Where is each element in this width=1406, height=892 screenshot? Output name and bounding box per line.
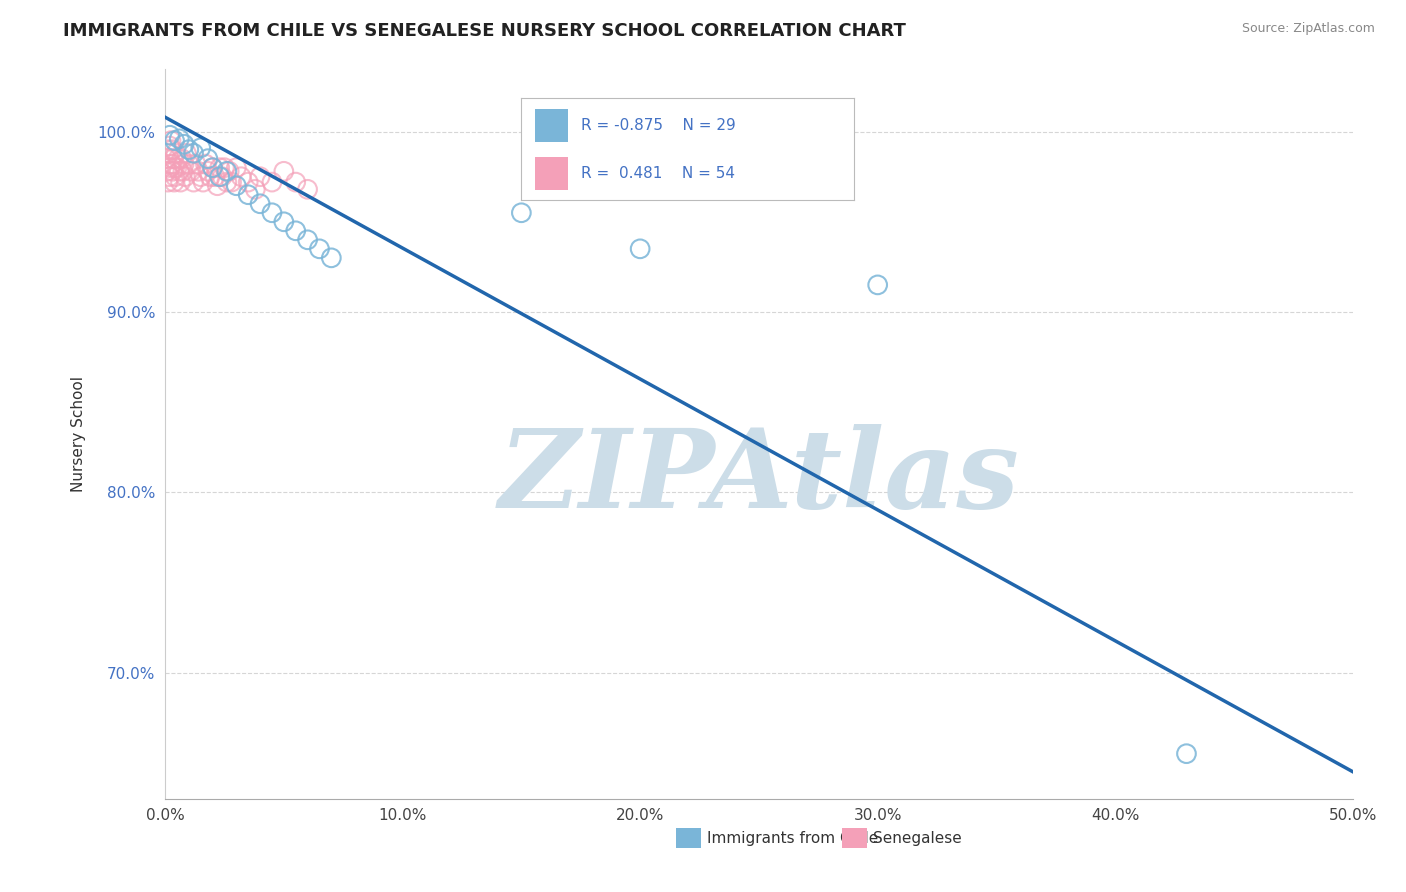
Point <box>177 157 200 171</box>
Point <box>215 175 238 189</box>
Point <box>208 169 231 184</box>
Point <box>297 182 319 196</box>
Point <box>177 143 200 157</box>
Point <box>159 139 181 153</box>
Point <box>273 215 295 229</box>
Point <box>201 161 224 175</box>
Point <box>225 178 247 193</box>
Point <box>321 251 343 265</box>
Point <box>165 169 187 184</box>
Point <box>191 175 214 189</box>
Point <box>190 169 212 184</box>
Point <box>221 175 243 189</box>
Point <box>159 128 181 143</box>
Point <box>167 152 190 166</box>
Point <box>260 206 283 220</box>
Point <box>156 164 179 178</box>
Point <box>170 152 193 166</box>
Point <box>297 233 319 247</box>
Point <box>173 157 195 171</box>
Point <box>176 146 198 161</box>
Point <box>163 134 186 148</box>
Point <box>260 175 283 189</box>
Point <box>156 143 179 157</box>
Text: Senegalese: Senegalese <box>873 830 962 846</box>
Point <box>159 161 181 175</box>
Point <box>169 175 191 189</box>
Point <box>229 169 252 184</box>
Point <box>157 146 180 161</box>
Text: ZIPAtlas: ZIPAtlas <box>498 424 1019 532</box>
Point <box>197 152 219 166</box>
Point <box>211 169 233 184</box>
Point <box>194 157 217 171</box>
Point <box>183 146 205 161</box>
Point <box>273 164 295 178</box>
Point <box>155 152 177 166</box>
Point <box>174 169 197 184</box>
Point <box>160 157 183 171</box>
Point <box>249 196 271 211</box>
Point <box>510 206 533 220</box>
Point <box>169 132 191 146</box>
Point <box>166 161 188 175</box>
Point <box>165 146 187 161</box>
Point <box>628 242 651 256</box>
Point <box>238 187 260 202</box>
Point <box>245 182 267 196</box>
Point <box>204 169 226 184</box>
Point <box>156 175 179 189</box>
Point <box>197 164 219 178</box>
Point <box>157 169 180 184</box>
Point <box>172 164 194 178</box>
Point <box>284 224 307 238</box>
Point <box>225 161 247 175</box>
Point <box>180 164 202 178</box>
Point <box>1175 747 1198 761</box>
Point <box>218 164 240 178</box>
Point <box>183 175 205 189</box>
Point <box>163 175 186 189</box>
Point <box>201 161 224 175</box>
Point <box>215 164 238 178</box>
Point <box>187 164 209 178</box>
Point <box>160 143 183 157</box>
Point <box>173 137 195 152</box>
Text: Immigrants from Chile: Immigrants from Chile <box>707 830 877 846</box>
Point <box>169 164 191 178</box>
Point <box>162 152 184 166</box>
Point <box>163 161 186 175</box>
Point <box>200 169 222 184</box>
Point <box>214 161 236 175</box>
Text: IMMIGRANTS FROM CHILE VS SENEGALESE NURSERY SCHOOL CORRELATION CHART: IMMIGRANTS FROM CHILE VS SENEGALESE NURS… <box>63 22 905 40</box>
Point <box>866 277 889 292</box>
Y-axis label: Nursery School: Nursery School <box>72 376 86 491</box>
Point <box>249 169 271 184</box>
Point <box>162 164 184 178</box>
Point <box>208 161 231 175</box>
Text: Source: ZipAtlas.com: Source: ZipAtlas.com <box>1241 22 1375 36</box>
Point <box>160 134 183 148</box>
Point <box>207 178 229 193</box>
Point <box>190 141 212 155</box>
Point <box>308 242 330 256</box>
Point <box>184 157 207 171</box>
Point <box>284 175 307 189</box>
Point <box>238 175 260 189</box>
